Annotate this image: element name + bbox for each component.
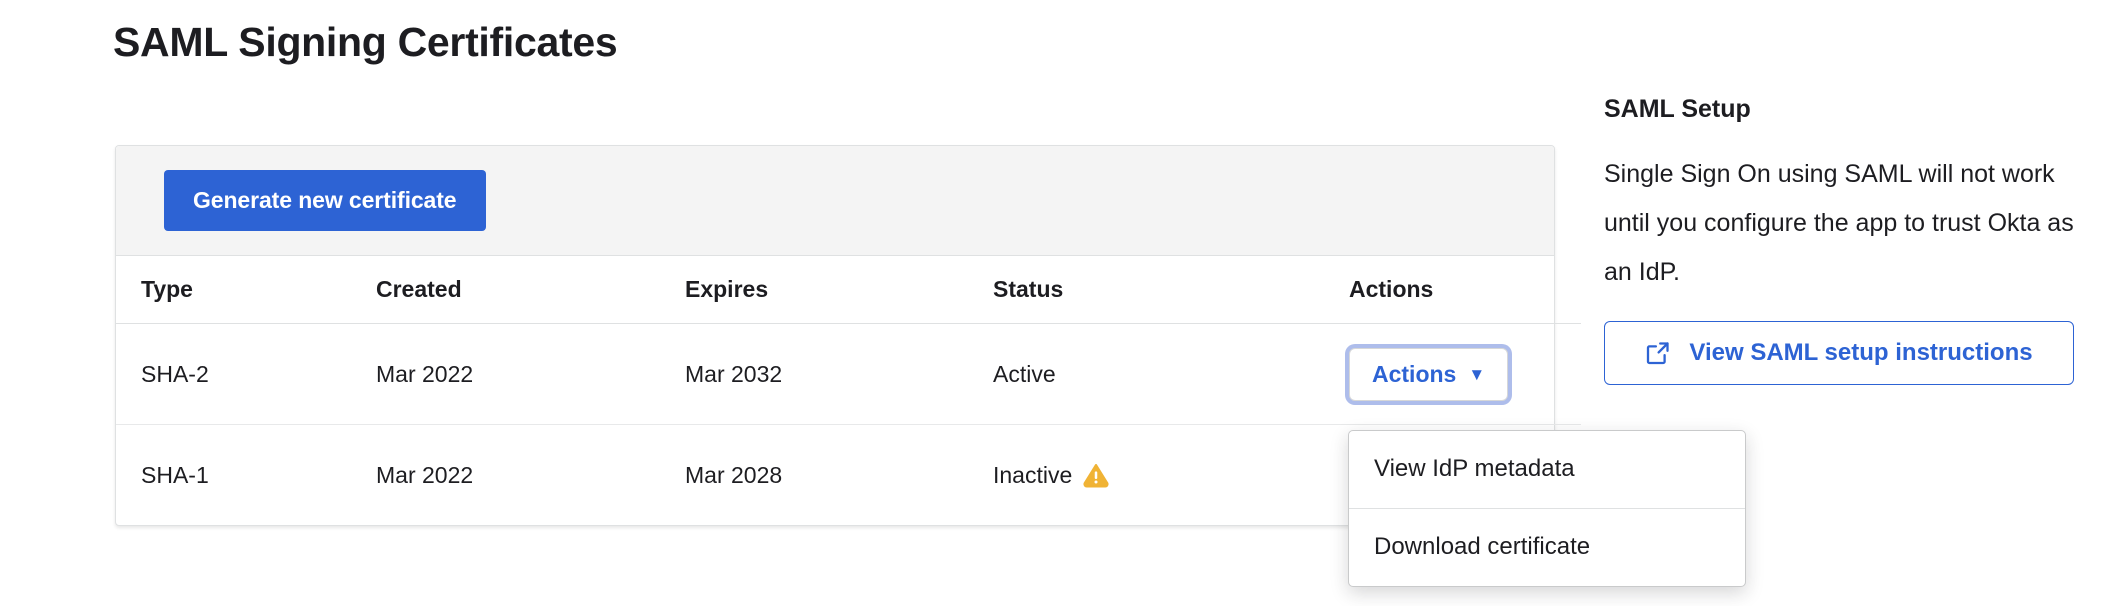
- cell-type: SHA-1: [141, 461, 209, 488]
- cell-created: Mar 2022: [376, 323, 685, 425]
- column-header-created: Created: [376, 256, 685, 324]
- column-header-actions: Actions: [1349, 256, 1581, 324]
- warning-triangle-icon: [1083, 462, 1109, 488]
- menu-item-view-idp-metadata[interactable]: View IdP metadata: [1374, 455, 1575, 482]
- actions-dropdown-menu: View IdP metadata Download certificate: [1348, 430, 1746, 587]
- actions-dropdown-wrap: Actions ▼: [1349, 347, 1509, 401]
- menu-item-download-certificate[interactable]: Download certificate: [1349, 507, 1745, 586]
- external-link-icon: [1645, 340, 1671, 366]
- column-header-expires: Expires: [685, 256, 993, 324]
- actions-dropdown-button[interactable]: Actions ▼: [1349, 347, 1509, 401]
- cell-status: Active: [993, 323, 1349, 425]
- table-header-row: Type Created Expires Status Actions: [116, 256, 1581, 324]
- cell-type: SHA-2: [116, 323, 376, 425]
- chevron-down-icon: ▼: [1468, 364, 1486, 384]
- table-row: SHA-2 Mar 2022 Mar 2032 Active Actions ▼: [116, 323, 1581, 425]
- status-label: Inactive: [993, 461, 1073, 488]
- column-header-type: Type: [116, 256, 376, 324]
- status-badge: Inactive: [993, 462, 1109, 489]
- page-title: SAML Signing Certificates: [113, 19, 618, 65]
- generate-new-certificate-button[interactable]: Generate new certificate: [164, 170, 486, 231]
- column-header-status: Status: [993, 256, 1349, 324]
- cell-created: Mar 2022: [376, 461, 474, 488]
- actions-button-label: Actions: [1372, 360, 1457, 387]
- cell-expires: Mar 2032: [685, 323, 993, 425]
- certificates-card: Generate new certificate Type Created Ex…: [115, 145, 1581, 526]
- cell-actions: Actions ▼: [1349, 323, 1581, 425]
- status-badge: Active: [993, 361, 1056, 388]
- status-label: Active: [993, 360, 1056, 387]
- view-saml-setup-instructions-button[interactable]: View SAML setup instructions: [1604, 321, 2074, 386]
- table-row: SHA-1 Mar 2022 Mar 2028 Inactive: [116, 425, 1581, 526]
- card-toolbar: Generate new certificate: [116, 146, 1554, 256]
- saml-setup-panel: SAML Setup Single Sign On using SAML wil…: [1604, 94, 2074, 386]
- saml-setup-description: Single Sign On using SAML will not work …: [1604, 160, 2074, 286]
- saml-setup-title: SAML Setup: [1604, 95, 1751, 123]
- cell-expires: Mar 2028: [685, 461, 783, 488]
- certificates-table: Type Created Expires Status Actions SHA-…: [116, 256, 1581, 525]
- cell-status: Inactive: [993, 425, 1349, 526]
- cta-label: View SAML setup instructions: [1689, 339, 2033, 366]
